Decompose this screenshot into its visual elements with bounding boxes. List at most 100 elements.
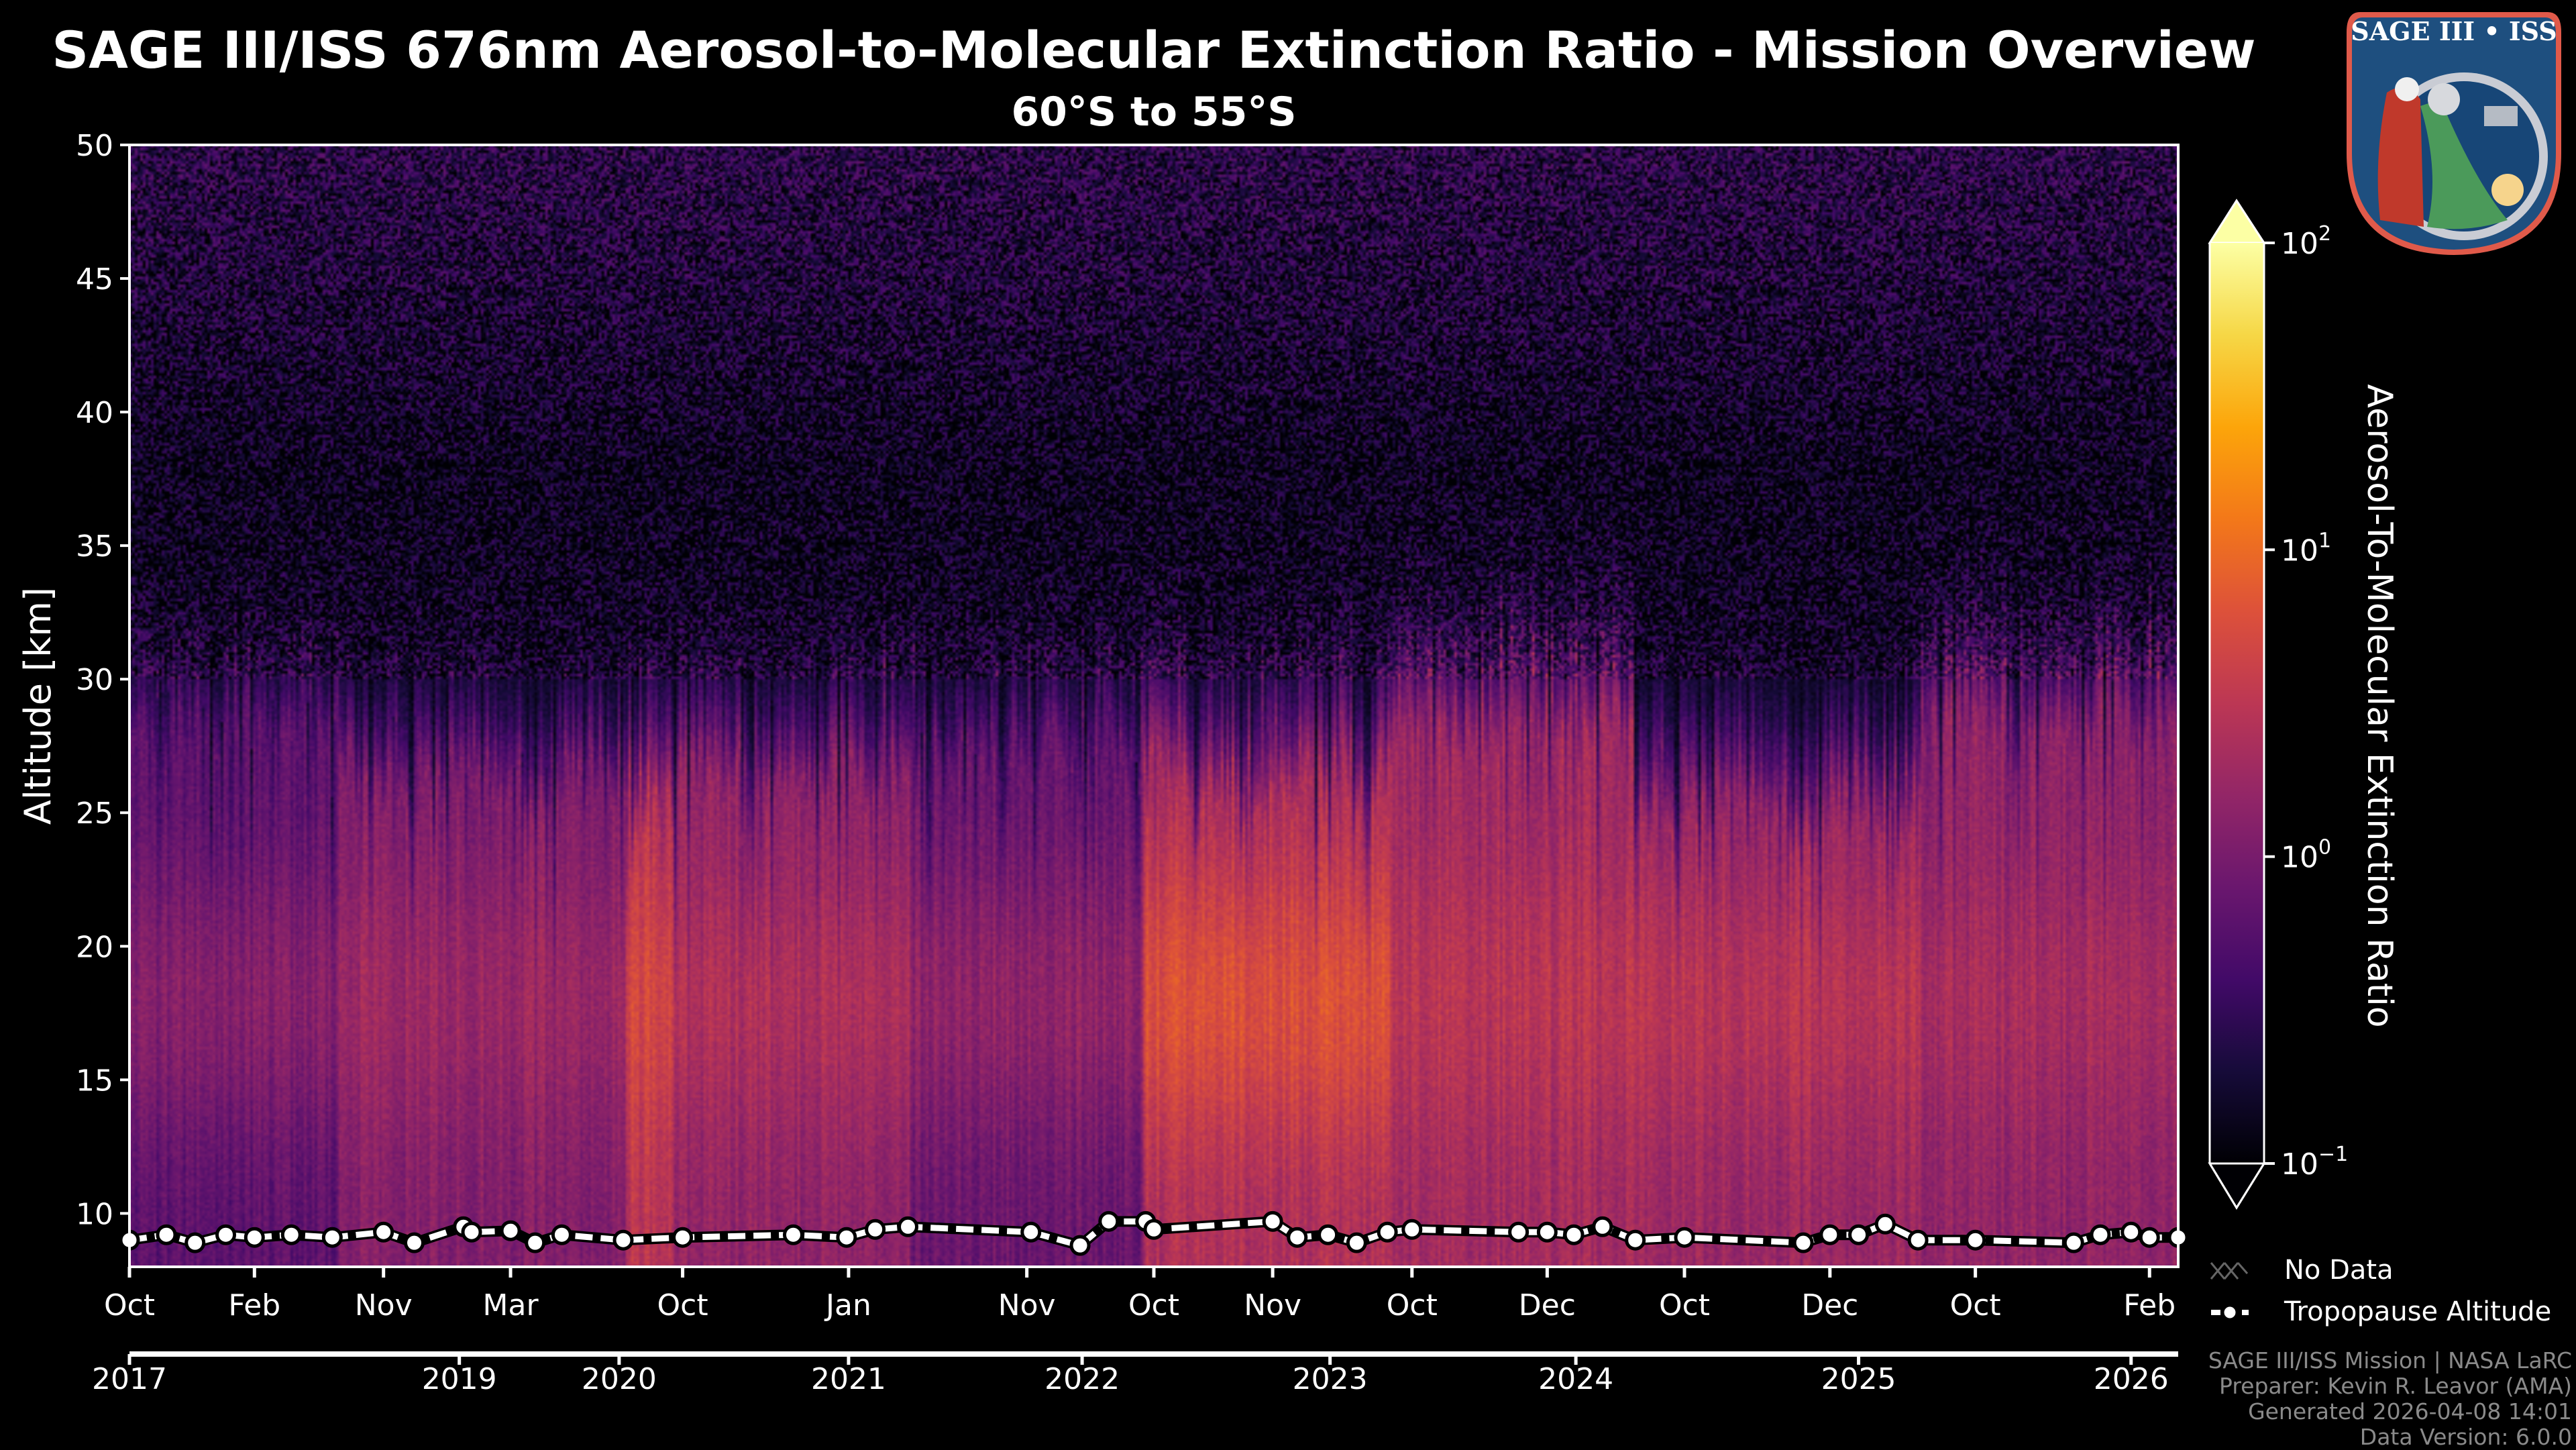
x-month-label: Jan [824,1288,871,1323]
tropopause-point [1346,1232,1367,1253]
tropopause-point [1592,1216,1613,1237]
y-tick-label: 50 [76,129,113,163]
footer-mission: SAGE III/ISS Mission | NASA LaRC [2208,1347,2572,1374]
tropopause-point [898,1216,919,1237]
colorbar-max-extend [2208,199,2266,244]
colorbar-min-extend [2208,1162,2266,1210]
y-tick-label: 10 [76,1197,113,1231]
tropopause-point [1536,1221,1558,1243]
colorbar [2210,243,2264,1163]
tropopause-point [1508,1221,1529,1243]
x-year-label: 2024 [1538,1362,1613,1396]
x-year-label: 2021 [811,1362,886,1396]
x-month-label: Nov [998,1288,1056,1323]
colorbar-label: Aerosol-To-Molecular Extinction Ratio [2359,384,2400,1027]
x-month-label: Nov [355,1288,413,1323]
tropopause-point [1143,1219,1165,1240]
tropopause-point [373,1221,394,1243]
tropopause-point [156,1224,177,1245]
y-tick-label: 40 [76,396,113,430]
extinction-ratio-heatmap [129,145,2178,1267]
colorbar-tick-base: 10 [2281,1147,2318,1182]
tropopause-point [215,1224,237,1245]
tropopause-point [612,1229,634,1251]
footer-generated: Generated 2026-04-08 14:01 [2248,1398,2572,1425]
colorbar-tick-base: 10 [2281,533,2318,568]
tropopause-point [1020,1221,1042,1243]
x-year-label: 2026 [2094,1362,2169,1396]
chart-subtitle: 60°S to 55°S [1011,89,1297,136]
colorbar-tick-label: 10−1 [2281,1143,2348,1182]
footer-preparer: Preparer: Kevin R. Leavor (AMA) [2219,1373,2572,1399]
y-tick-label: 35 [76,529,113,564]
legend-no-data: No Data [2284,1255,2394,1286]
tropopause-point [1874,1213,1896,1235]
y-tick-label: 20 [76,930,113,964]
tropopause-point [865,1219,886,1240]
x-month-label: Feb [228,1288,280,1323]
tropopause-point [1674,1227,1695,1248]
sage-iii-iss-mission-logo: SAGE III • ISS [2347,12,2561,255]
tropopause-point [184,1232,206,1253]
x-month-label: Oct [1387,1288,1438,1323]
tropopause-point [1098,1210,1120,1232]
x-year-label: 2019 [422,1362,497,1396]
colorbar-tick-label: 100 [2281,836,2331,875]
tropopause-point [1848,1224,1870,1245]
chart-title: SAGE III/ISS 676nm Aerosol-to-Molecular … [52,20,2256,80]
tropopause-point [321,1227,343,1248]
tropopause-point [551,1224,572,1245]
x-month-label: Dec [1801,1288,1858,1323]
y-tick-label: 25 [76,796,113,831]
svg-text:SAGE III • ISS: SAGE III • ISS [2351,16,2557,46]
tropopause-point [1625,1229,1646,1251]
x-month-label: Dec [1519,1288,1576,1323]
colorbar-tick-exponent: −1 [2318,1143,2348,1166]
x-year-label: 2025 [1821,1362,1896,1396]
y-tick-label: 45 [76,262,113,297]
tropopause-point [672,1227,694,1248]
tropopause-point [1377,1221,1398,1243]
tropopause-point [2090,1224,2111,1245]
tropopause-point [1965,1229,1986,1251]
x-axis-months: Oct Feb Nov Mar Oct Jan Nov Oct Nov Oct Dec Oct Dec O… [104,1267,2176,1323]
y-tick-label: 30 [76,663,113,697]
colorbar-tick-label: 102 [2281,222,2331,261]
no-data-hatch-icon [2210,1262,2249,1280]
x-month-label: Oct [1128,1288,1179,1323]
tropopause-point [2121,1221,2142,1243]
tropopause-point [280,1224,302,1245]
colorbar-tick-base: 10 [2281,227,2318,261]
plot-frame [128,144,2180,1268]
tropopause-point [1563,1224,1585,1245]
tropopause-point [500,1220,521,1241]
tropopause-point [1907,1229,1929,1251]
tropopause-point [1287,1227,1308,1248]
tropopause-point [2139,1227,2160,1248]
tropopause-point [782,1224,804,1245]
tropopause-series [119,1210,2189,1256]
tropopause-point [836,1227,857,1248]
tropopause-point [404,1232,425,1253]
colorbar-tick-exponent: 1 [2318,529,2331,552]
y-tick-label: 15 [76,1064,113,1098]
tropopause-point [244,1227,265,1248]
tropopause-point [1318,1224,1339,1245]
x-month-label: Oct [1659,1288,1710,1323]
tropopause-point [1262,1210,1283,1232]
tropopause-point [1069,1235,1091,1256]
tropopause-point [1792,1232,1814,1253]
colorbar-tick-base: 10 [2281,841,2318,875]
x-month-label: Mar [483,1288,539,1323]
legend-tropopause: Tropopause Altitude [2284,1296,2552,1327]
x-axis-years: 2017 2019 2020 2021 2022 2023 2024 2025 2026 [92,1354,2169,1396]
x-year-label: 2020 [582,1362,657,1396]
tropopause-point [1819,1224,1841,1245]
x-month-label: Oct [104,1288,155,1323]
x-month-label: Nov [1244,1288,1301,1323]
x-year-label: 2022 [1044,1362,1120,1396]
footer-version: Data Version: 6.0.0 [2359,1424,2572,1450]
colorbar-tick-exponent: 0 [2318,836,2331,860]
